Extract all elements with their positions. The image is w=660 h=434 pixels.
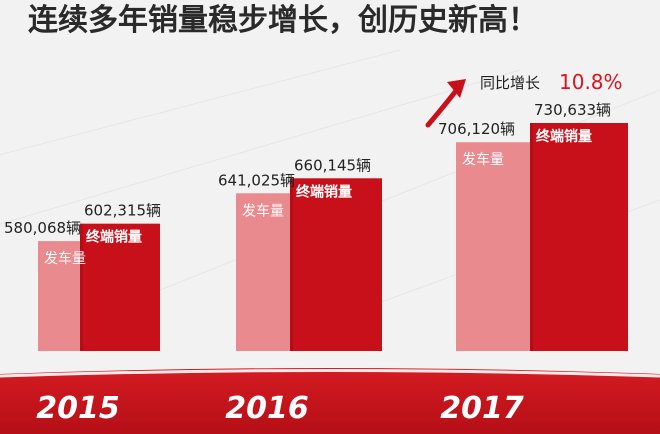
- year-label-2017: 2017: [440, 391, 524, 426]
- growth-annotation: 同比增长 10.8%: [425, 70, 623, 128]
- bar-series-label-terminal-2015: 终端销量: [86, 229, 142, 246]
- bar-series-label-dispatch-2017: 发车量: [462, 151, 504, 168]
- value-label-dispatch-2016: 641,025辆: [218, 171, 295, 189]
- chart-title: 连续多年销量稳步增长，创历史新高！: [28, 3, 538, 38]
- bar-series-label-dispatch-2016: 发车量: [242, 202, 284, 219]
- growth-arrowhead: [447, 79, 466, 98]
- value-label-dispatch-2017: 706,120辆: [438, 120, 515, 138]
- floor-highlight: [0, 369, 660, 378]
- year-label-2016: 2016: [225, 391, 309, 426]
- value-label-terminal-2016: 660,145辆: [294, 156, 371, 174]
- growth-value: 10.8%: [559, 70, 623, 94]
- floor-strip: [0, 368, 660, 434]
- bars-layer: 发车量终端销量580,068辆602,315辆2015发车量终端销量641,02…: [4, 101, 628, 426]
- bar-shade-2016: [290, 178, 293, 351]
- value-label-terminal-2015: 602,315辆: [84, 202, 161, 220]
- bar-series-label-dispatch-2015: 发车量: [44, 250, 86, 267]
- bar-shade-2017: [530, 123, 533, 351]
- bar-series-label-terminal-2017: 终端销量: [536, 128, 592, 145]
- bar-terminal-sales-2015: [80, 223, 160, 351]
- value-label-terminal-2017: 730,633辆: [534, 101, 611, 119]
- bar-series-label-terminal-2016: 终端销量: [296, 183, 352, 200]
- bar-terminal-sales-2017: [530, 123, 628, 351]
- growth-prefix: 同比增长: [480, 74, 540, 92]
- bar-shade-2015: [80, 223, 83, 351]
- year-label-2015: 2015: [36, 391, 120, 426]
- growth-arrow-icon: [425, 89, 458, 128]
- bar-terminal-sales-2016: [290, 178, 382, 351]
- value-label-dispatch-2015: 580,068辆: [4, 219, 81, 237]
